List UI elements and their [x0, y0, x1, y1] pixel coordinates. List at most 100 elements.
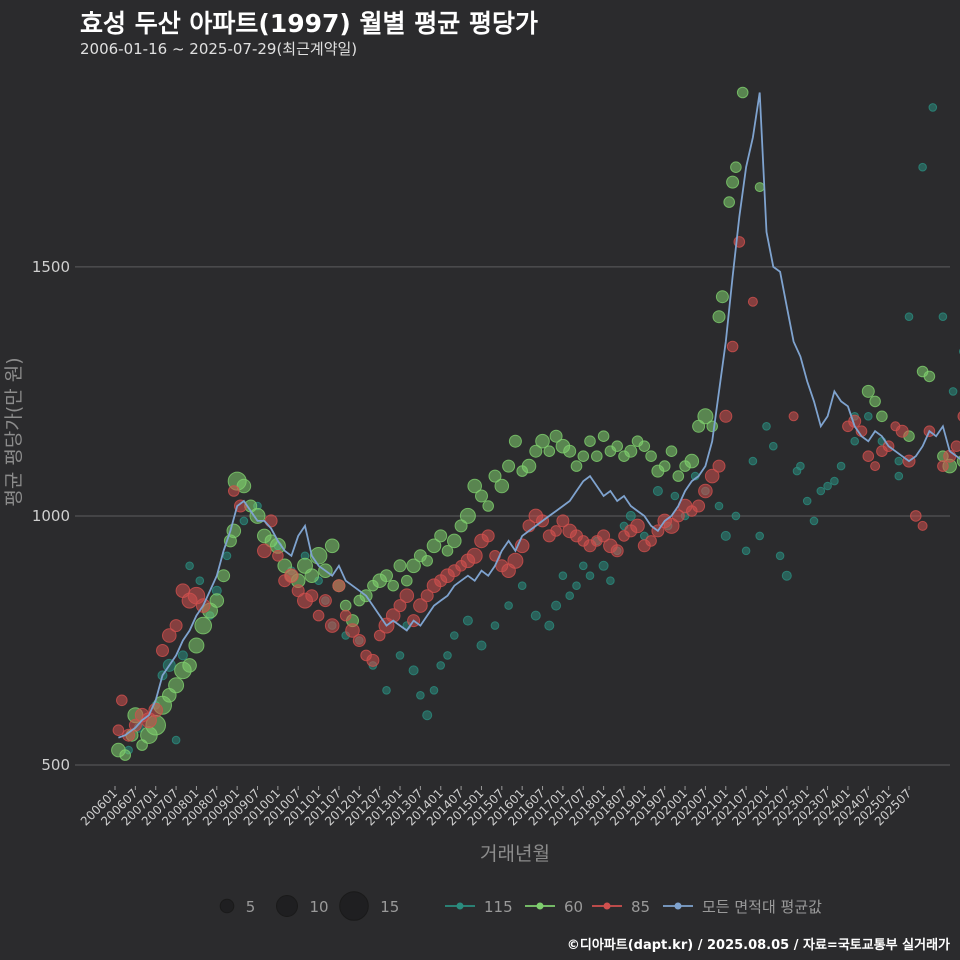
point-115-7 — [185, 561, 194, 571]
point-85-8 — [162, 628, 177, 643]
point-115-53 — [652, 486, 663, 496]
point-60-47 — [421, 555, 434, 567]
point-60-44 — [401, 574, 413, 587]
point-60-90 — [712, 310, 726, 324]
point-85-25 — [318, 594, 332, 608]
size-legend-dot-15 — [339, 891, 369, 921]
point-85-7 — [156, 644, 169, 657]
point-85-20 — [284, 568, 299, 584]
chart-title: 효성 두산 아파트(1997) 월별 평균 평당가 — [80, 9, 538, 38]
point-115-74 — [830, 476, 839, 486]
point-60-54 — [467, 478, 483, 494]
color-legend-dot-1 — [536, 902, 544, 910]
y-tick-1500: 1500 — [32, 258, 70, 276]
point-115-33 — [462, 615, 473, 626]
point-85-26 — [324, 618, 340, 633]
point-85-32 — [366, 653, 380, 667]
point-85-97 — [895, 424, 909, 438]
color-legend-label-1: 60 — [564, 898, 583, 916]
point-115-75 — [836, 461, 846, 471]
point-85-68 — [610, 544, 624, 558]
point-85-53 — [507, 552, 524, 569]
point-115-24 — [395, 651, 405, 660]
point-115-23 — [382, 686, 391, 695]
point-85-76 — [663, 517, 680, 534]
point-85-16 — [257, 543, 272, 559]
point-115-66 — [769, 441, 778, 451]
point-85-100 — [917, 520, 928, 531]
point-60-91 — [715, 290, 729, 304]
point-60-80 — [645, 450, 657, 463]
point-85-23 — [305, 589, 319, 603]
point-60-102 — [923, 370, 936, 383]
point-115-26 — [408, 665, 419, 676]
point-115-80 — [904, 312, 914, 322]
point-85-99 — [910, 510, 922, 522]
point-115-61 — [731, 511, 741, 521]
point-115-104 — [792, 466, 802, 476]
point-85-35 — [385, 608, 401, 623]
point-115-28 — [422, 710, 433, 721]
x-tick-labels: 2006012006072007012007072008012008072009… — [78, 786, 914, 829]
point-115-82 — [928, 103, 938, 112]
point-60-62 — [521, 458, 537, 474]
point-85-28 — [339, 609, 352, 622]
point-85-71 — [630, 518, 645, 534]
point-60-95 — [736, 86, 749, 99]
point-85-36 — [393, 599, 407, 613]
point-60-16 — [217, 569, 231, 583]
point-115-105 — [850, 436, 860, 446]
point-60-79 — [638, 440, 651, 453]
point-60-96 — [754, 182, 765, 193]
scatter-points — [111, 86, 960, 761]
point-60-97 — [861, 384, 875, 398]
point-115-106 — [894, 456, 904, 466]
point-60-33 — [324, 538, 340, 554]
point-115-44 — [579, 561, 588, 571]
size-legend-label-15: 15 — [380, 898, 399, 916]
point-85-83 — [712, 459, 726, 473]
footer-credit: ©디아파트(dapt.kr) / 2025.08.05 / 자료=국토교통부 실… — [566, 938, 950, 953]
point-115-77 — [864, 412, 873, 421]
point-60-69 — [570, 460, 583, 472]
point-115-45 — [585, 571, 595, 581]
point-85-30 — [352, 634, 366, 647]
point-85-80 — [692, 499, 706, 513]
size-legend-label-5: 5 — [246, 898, 256, 916]
point-60-88 — [697, 408, 714, 425]
point-85-9 — [169, 619, 183, 633]
point-60-89 — [706, 420, 719, 433]
point-60-99 — [876, 410, 888, 423]
color-legend-label-3: 모든 면적대 평균값 — [702, 898, 822, 916]
point-115-31 — [443, 651, 452, 660]
point-60-42 — [387, 579, 400, 592]
point-60-65 — [543, 445, 556, 458]
point-85-81 — [698, 483, 713, 499]
point-115-8 — [195, 576, 205, 586]
point-85-59 — [550, 525, 562, 537]
point-60-35 — [339, 599, 352, 612]
point-60-71 — [584, 435, 596, 448]
point-115-42 — [565, 591, 575, 601]
point-60-72 — [591, 450, 603, 463]
point-60-63 — [529, 444, 543, 458]
point-60-84 — [672, 470, 685, 482]
point-60-58 — [494, 478, 510, 494]
point-115-32 — [450, 631, 459, 640]
point-60-57 — [488, 469, 502, 483]
point-60-98 — [869, 395, 881, 408]
point-115-38 — [530, 610, 541, 621]
point-115-83 — [938, 312, 948, 322]
point-115-36 — [504, 601, 513, 610]
point-115-65 — [762, 422, 771, 431]
grid-lines — [75, 266, 950, 766]
point-85-29 — [345, 623, 360, 638]
average-line-path — [118, 92, 960, 739]
point-85-33 — [373, 629, 386, 642]
point-60-56 — [482, 500, 495, 512]
point-85-49 — [481, 529, 495, 543]
average-line — [118, 92, 960, 739]
y-tick-500: 500 — [41, 756, 70, 774]
point-115-84 — [948, 387, 958, 396]
point-85-104 — [950, 440, 960, 452]
